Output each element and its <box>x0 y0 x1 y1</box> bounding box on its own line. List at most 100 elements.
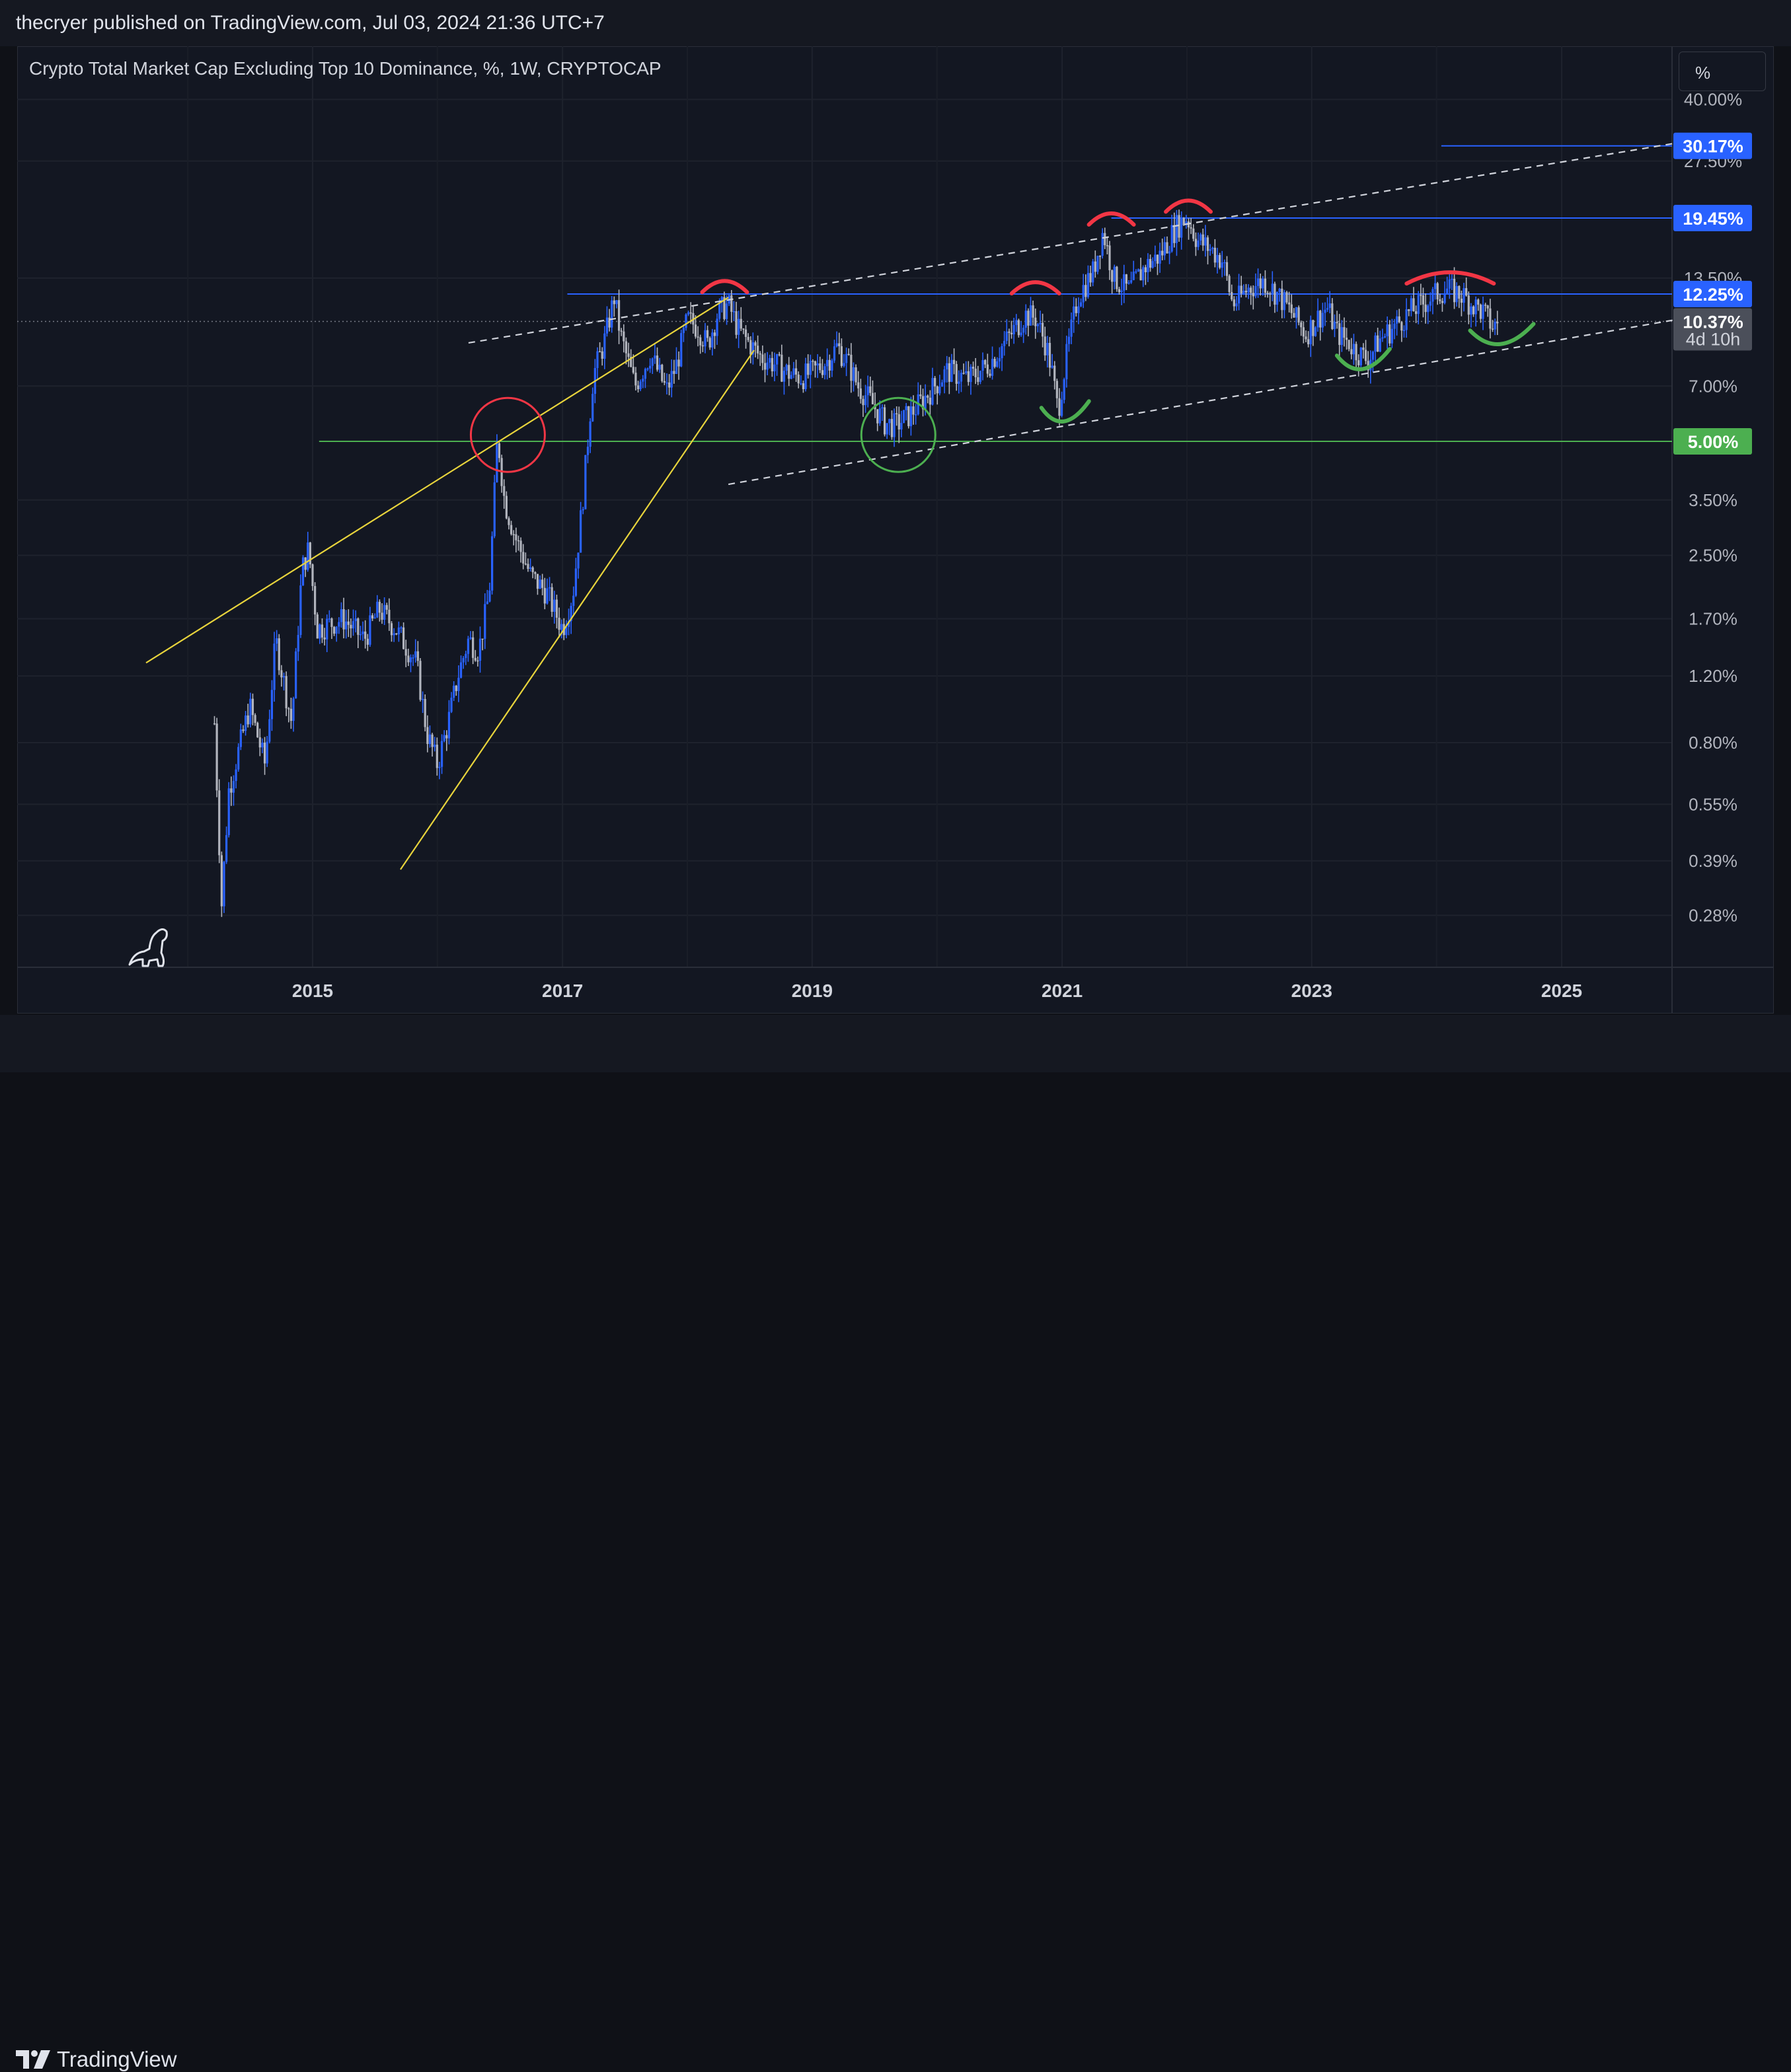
candle-body <box>1200 234 1202 241</box>
candle-body <box>366 638 369 645</box>
candle <box>711 328 714 355</box>
candle <box>1348 340 1350 352</box>
candle-body <box>747 336 749 340</box>
candle-body <box>242 729 245 731</box>
candle <box>484 593 486 649</box>
candle <box>292 696 295 732</box>
candle <box>1147 253 1149 282</box>
candle-body <box>1046 342 1049 355</box>
candle <box>869 376 872 396</box>
candle <box>381 603 383 624</box>
candle-body <box>644 369 647 379</box>
candle-body <box>1465 288 1468 296</box>
candle <box>1436 281 1439 305</box>
y-tick-label: 40.00% <box>1684 90 1742 110</box>
candle-body <box>307 542 309 570</box>
candle <box>927 394 929 404</box>
candle-body <box>1154 254 1157 262</box>
candle <box>476 656 479 667</box>
candle-body <box>1149 258 1152 268</box>
candle-body <box>761 354 764 363</box>
candle-body <box>419 661 422 700</box>
candle <box>213 716 216 725</box>
candle-body <box>393 633 395 636</box>
candle-body <box>1352 344 1355 355</box>
candle <box>584 455 587 510</box>
candle <box>340 602 343 628</box>
candle <box>649 358 652 373</box>
candle-body <box>1410 298 1412 311</box>
candle <box>1269 291 1272 307</box>
candle <box>383 597 386 626</box>
candle <box>1060 391 1063 418</box>
candle <box>1139 258 1142 281</box>
candle-body <box>478 638 482 661</box>
candle-body <box>845 353 848 363</box>
candle <box>1073 297 1075 333</box>
candle-body <box>469 637 472 639</box>
candle-body <box>416 651 419 661</box>
candle-body <box>462 657 465 663</box>
candle-body <box>1053 365 1056 381</box>
candle-body <box>915 414 917 416</box>
candle-body <box>900 423 903 429</box>
candle <box>445 730 448 751</box>
candle <box>1137 268 1140 272</box>
candle <box>694 314 697 339</box>
candle-body <box>608 317 611 328</box>
tradingview-logo[interactable]: TradingView <box>16 2047 177 2072</box>
percent-scale-button[interactable]: % <box>1679 52 1766 91</box>
candle <box>278 634 280 675</box>
candle-body <box>1479 305 1482 319</box>
candle-body <box>1042 322 1044 337</box>
candle-body <box>996 361 999 367</box>
candle-body <box>1092 261 1094 283</box>
candle <box>685 313 687 331</box>
candle <box>893 408 896 447</box>
candle <box>577 552 580 579</box>
candle-body <box>771 357 773 372</box>
candle <box>617 289 621 344</box>
candle-body <box>754 342 757 346</box>
candle <box>1439 293 1441 305</box>
candle-body <box>778 354 781 355</box>
candle <box>332 626 336 636</box>
candle-body <box>1039 322 1042 324</box>
candle <box>1429 292 1431 312</box>
candle <box>656 347 659 372</box>
candle-body <box>881 407 884 409</box>
candle <box>282 673 286 691</box>
candle-body <box>1170 225 1173 252</box>
x-tick-label: 2019 <box>792 980 833 1001</box>
candle <box>1168 246 1171 264</box>
candle <box>500 455 503 493</box>
candle <box>1446 276 1449 294</box>
candle <box>421 691 424 714</box>
candle <box>1433 273 1437 300</box>
candle-body <box>1470 306 1472 315</box>
candle-body <box>816 363 819 366</box>
candle-body <box>1316 311 1319 328</box>
candle <box>704 322 706 353</box>
candle <box>1044 326 1046 361</box>
candle-body <box>759 353 761 355</box>
candle <box>1417 291 1420 324</box>
candle <box>785 363 788 375</box>
candle <box>950 353 953 383</box>
candle <box>467 636 470 662</box>
candle-body <box>247 715 249 725</box>
candle-body <box>876 409 879 424</box>
candle <box>864 385 867 413</box>
candle-body <box>1433 283 1437 289</box>
candle-body <box>512 534 515 536</box>
candle-body <box>723 297 726 319</box>
candle-body <box>560 624 563 630</box>
candle <box>256 722 259 738</box>
price-chart[interactable]: 2015 2017 2019 2021 2023 2025 40.00%27.50%13.… <box>0 0 1791 1072</box>
chart-area[interactable] <box>17 46 1774 1014</box>
candle-body <box>1022 327 1025 333</box>
candle <box>388 598 391 631</box>
price-axis: 40.00%27.50%13.50%7.00%3.50%2.50%1.70%1.… <box>1684 90 1742 926</box>
candle-body <box>1424 304 1427 313</box>
candle-body <box>1123 274 1125 291</box>
